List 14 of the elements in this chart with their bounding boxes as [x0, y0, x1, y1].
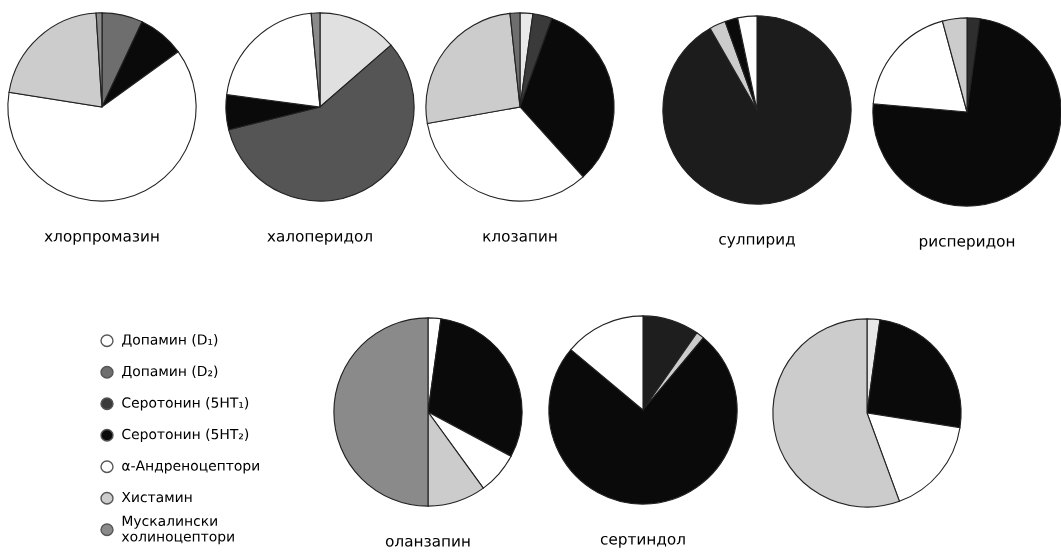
category-label: α-Андреноцептори	[122, 460, 259, 474]
category-label: Мускалински холиноцептори	[121, 515, 234, 545]
category-label: Серотонин (5HT₂)	[122, 428, 249, 442]
text: сертиндол	[600, 535, 685, 548]
category-label: Серотонин (5HT₁)	[122, 397, 249, 411]
text: сулпирид	[719, 235, 795, 248]
text: хлорпромазин	[44, 232, 159, 245]
text: клозапин	[483, 232, 557, 242]
text: халоперидол	[267, 232, 372, 245]
category-label: Хистамин	[121, 491, 192, 503]
text: оланзапин	[385, 537, 470, 547]
text: рисперидон	[919, 237, 1015, 250]
category-label: Допамин (D₁)	[122, 334, 218, 347]
category-label: Допамин (D₂)	[122, 365, 218, 379]
